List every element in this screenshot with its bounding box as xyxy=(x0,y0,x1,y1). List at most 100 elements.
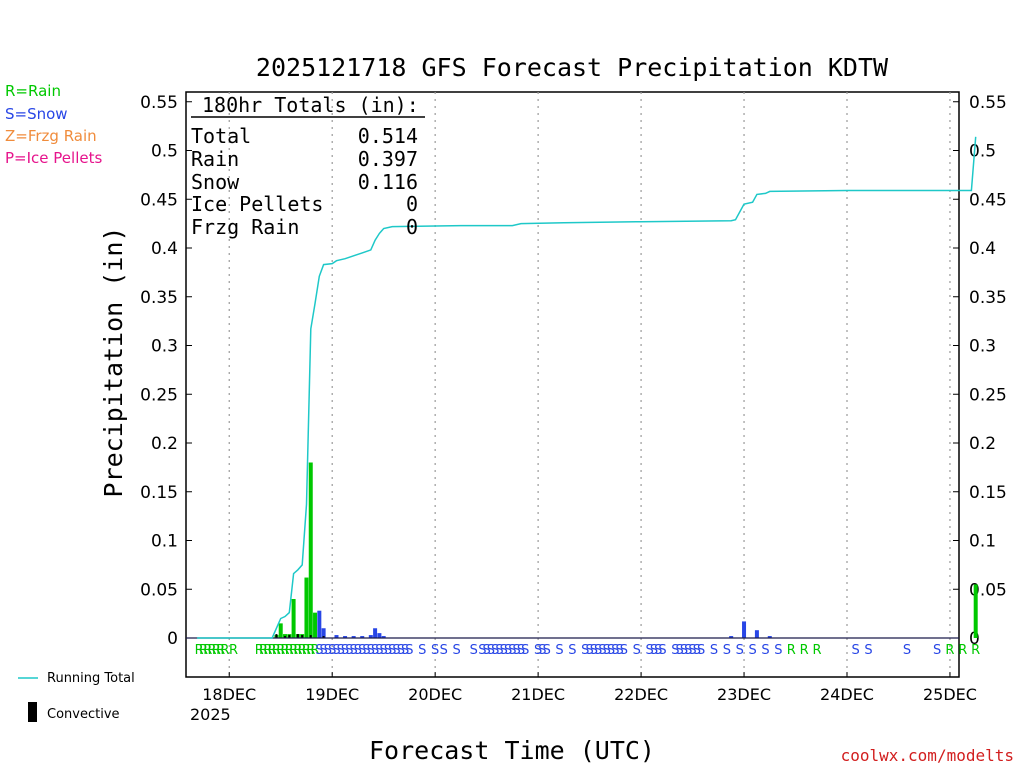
precip-type-mark: S xyxy=(671,643,679,658)
convective-bar xyxy=(275,634,278,638)
totals-row-value: 0.116 xyxy=(358,170,418,194)
precip-bar xyxy=(334,635,339,638)
precip-type-mark: S xyxy=(658,643,666,658)
precip-type-mark: S xyxy=(508,643,516,658)
precip-type-mark: R xyxy=(272,643,281,658)
x-tick-label: 19DEC xyxy=(305,685,359,704)
precip-type-mark: S xyxy=(538,643,546,658)
precip-type-mark: R xyxy=(302,643,311,658)
precip-type-mark: S xyxy=(388,643,396,658)
legend-snow: S=Snow xyxy=(5,105,68,123)
totals-row-value: 0 xyxy=(406,192,418,216)
y-tick-label-left: 0.55 xyxy=(140,93,178,113)
precip-type-mark: S xyxy=(615,643,623,658)
precip-type-mark: R xyxy=(289,643,298,658)
convective-swatch xyxy=(28,702,37,722)
precip-type-mark: S xyxy=(341,643,349,658)
running-total-line xyxy=(197,136,977,639)
precip-type-mark: S xyxy=(684,643,692,658)
chart-title: 2025121718 GFS Forecast Precipitation KD… xyxy=(256,53,889,82)
convective-bar xyxy=(301,635,304,638)
precip-type-mark: R xyxy=(208,643,217,658)
precip-type-mark: R xyxy=(812,643,821,658)
precip-type-mark: S xyxy=(676,643,684,658)
precip-bar xyxy=(360,636,365,638)
y-tick-label-left: 0.2 xyxy=(151,434,178,454)
plot-frame xyxy=(185,91,960,678)
y-tick-label-right: 0.15 xyxy=(969,483,1007,503)
precip-bar xyxy=(313,612,318,638)
precip-type-mark: S xyxy=(607,643,615,658)
convective-bar xyxy=(322,636,325,638)
precip-type-mark: S xyxy=(375,643,383,658)
precip-type-mark: S xyxy=(693,643,701,658)
x-tick-label: 23DEC xyxy=(717,685,771,704)
precip-type-mark: S xyxy=(315,643,323,658)
precip-type-mark: S xyxy=(401,643,409,658)
x-axis-label: Forecast Time (UTC) xyxy=(369,736,655,765)
precip-type-mark: S xyxy=(345,643,353,658)
precip-type-mark: R xyxy=(229,643,238,658)
precip-bar xyxy=(742,621,747,638)
x-axis: 18DEC 19DEC 20DEC 21DEC 22DEC 23DEC 24DEC 25DEC xyxy=(202,672,977,704)
precip-type-mark: R xyxy=(311,643,320,658)
precip-type-mark: S xyxy=(654,643,662,658)
precip-bar xyxy=(381,636,386,638)
y-tick-label-left: 0.15 xyxy=(140,483,178,503)
convective-bar xyxy=(309,635,312,638)
precip-type-mark: S xyxy=(543,643,551,658)
precip-bar xyxy=(321,628,326,638)
y-tick-label-right: 0.5 xyxy=(969,142,996,162)
precip-type-mark: S xyxy=(495,643,503,658)
precip-type-mark: S xyxy=(903,643,911,658)
precip-type-mark: S xyxy=(521,643,529,658)
precip-type-mark: R xyxy=(259,643,268,658)
y-tick-label-right: 0.55 xyxy=(969,93,1007,113)
precip-type-mark: S xyxy=(397,643,405,658)
precip-type-mark: S xyxy=(568,643,576,658)
y-tick-label-left: 0 xyxy=(167,629,178,649)
precip-type-mark: R xyxy=(280,643,289,658)
precip-type-mark: S xyxy=(933,643,941,658)
precip-type-mark: R xyxy=(298,643,307,658)
totals-row-label: Total xyxy=(191,124,251,148)
y-tick-label-left: 0.05 xyxy=(140,580,178,600)
y-tick-label-left: 0.35 xyxy=(140,288,178,308)
precip-type-mark: S xyxy=(354,643,362,658)
footer-credit: coolwx.com/modelts xyxy=(841,746,1014,765)
y-axis-label: Precipitation (in) xyxy=(99,227,128,498)
precip-type-mark: S xyxy=(534,643,542,658)
y-tick-label-right: 0.25 xyxy=(969,385,1007,405)
precip-type-mark: S xyxy=(761,643,769,658)
precip-type-mark: S xyxy=(358,643,366,658)
precip-type-mark: S xyxy=(555,643,563,658)
precip-bar xyxy=(767,636,772,638)
totals-title: 180hr Totals (in): xyxy=(202,93,419,117)
precip-type-mark: S xyxy=(864,643,872,658)
y-tick-label-right: 0.35 xyxy=(969,288,1007,308)
y-tick-label-right: 0.1 xyxy=(969,532,996,552)
precip-type-mark: S xyxy=(748,643,756,658)
precip-type-mark: S xyxy=(452,643,460,658)
precip-type-mark: S xyxy=(504,643,512,658)
precip-type-mark: S xyxy=(328,643,336,658)
totals-row-value: 0.397 xyxy=(358,147,418,171)
precip-type-mark: R xyxy=(255,643,264,658)
legend-rain: R=Rain xyxy=(5,82,61,100)
x-tick-label: 22DEC xyxy=(614,685,668,704)
precip-bar xyxy=(368,635,373,638)
precip-type-mark: S xyxy=(585,643,593,658)
y-tick-label-left: 0.4 xyxy=(151,239,178,259)
totals-row-label: Frzg Rain xyxy=(191,215,299,239)
precip-type-mark: S xyxy=(362,643,370,658)
precip-type-mark: S xyxy=(603,643,611,658)
legend-freezing-rain: Z=Frzg Rain xyxy=(5,127,97,145)
y-tick-label-right: 0.05 xyxy=(969,580,1007,600)
y-tick-label-right: 0.45 xyxy=(969,190,1007,210)
totals-row-label: Snow xyxy=(191,170,240,194)
precip-type-mark: R xyxy=(220,643,229,658)
precip-type-mark: R xyxy=(268,643,277,658)
